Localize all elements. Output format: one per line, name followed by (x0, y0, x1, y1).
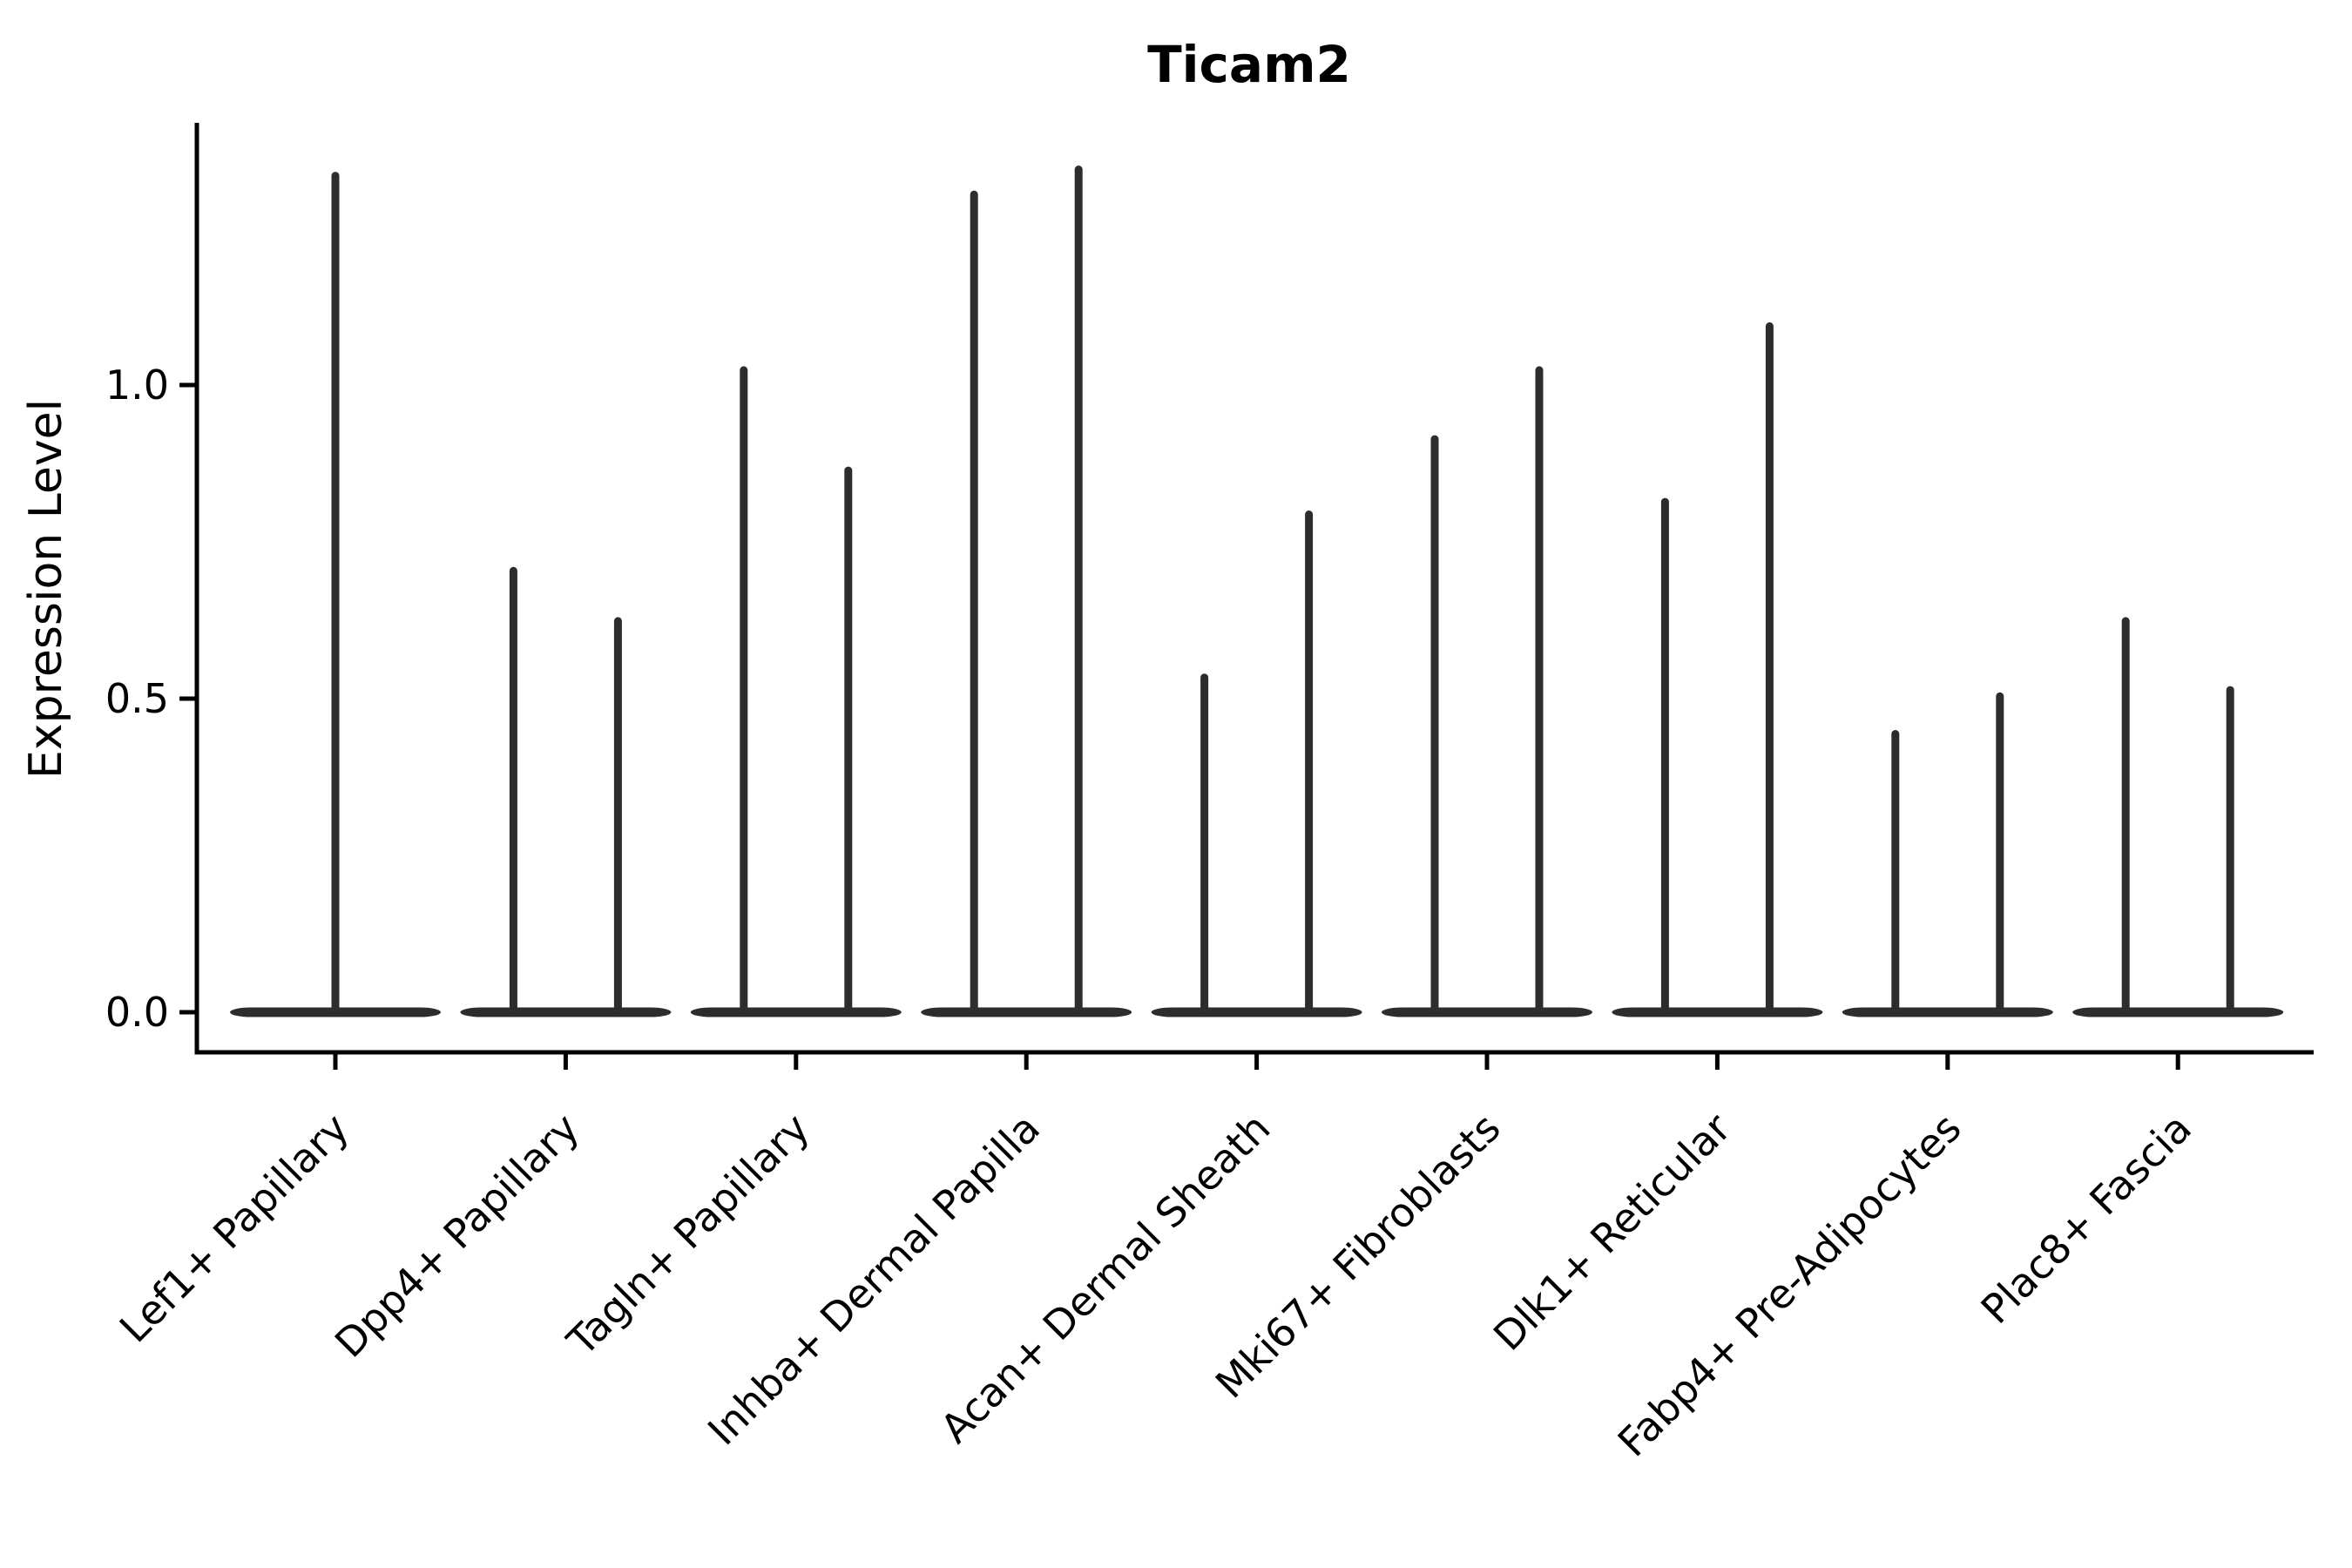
violin-spike (1535, 366, 1544, 1014)
violin-base (460, 1007, 672, 1017)
x-tick-label: Plac8+ Fascia (1972, 1105, 2200, 1333)
x-tick-label: Tagln+ Papillary (558, 1105, 819, 1366)
violin-spike (2226, 686, 2234, 1014)
violin-spike (1200, 673, 1209, 1014)
violin-group (921, 166, 1132, 1017)
x-tick-label: Dpp4+ Papillary (326, 1105, 588, 1367)
violin-spike (740, 366, 748, 1014)
violin-spike (613, 617, 622, 1014)
y-axis-label: Expression Level (20, 399, 72, 779)
y-tick-label: 0.5 (105, 675, 169, 722)
x-tick-label: Lef1+ Papillary (111, 1105, 358, 1352)
violin-base (1842, 1007, 2053, 1017)
violins-layer (230, 166, 2284, 1017)
violin-group (1612, 322, 1823, 1017)
violin-base (921, 1007, 1132, 1017)
violin-base (1612, 1007, 1823, 1017)
violin-base (1151, 1007, 1362, 1017)
violin-spike (1660, 497, 1669, 1014)
violin-spike (844, 466, 853, 1014)
violin-group (1151, 510, 1362, 1017)
chart-title: Ticam2 (1147, 35, 1351, 94)
violin-spike (509, 566, 517, 1014)
violin-base (690, 1007, 902, 1017)
axes-layer (194, 123, 2314, 1055)
violin-base (1382, 1007, 1592, 1017)
violin-group (1382, 366, 1592, 1017)
violin-spike (1074, 166, 1083, 1014)
y-tick-label: 0.0 (105, 989, 169, 1036)
violin-spike (970, 190, 978, 1015)
x-tick-label: Dlk1+ Reticular (1484, 1105, 1740, 1360)
violin-spike (1305, 510, 1314, 1014)
violin-spike (1430, 435, 1439, 1015)
violin-base (2072, 1007, 2284, 1017)
violin-spike (1891, 730, 1900, 1014)
violin-group (2072, 617, 2284, 1017)
y-tick-label: 1.0 (105, 362, 169, 409)
violin-group (690, 366, 902, 1017)
violin-spike (1765, 322, 1774, 1014)
violin-spike (2121, 617, 2130, 1014)
violin-group (460, 566, 672, 1017)
violin-group (230, 172, 441, 1017)
violin-spike (1996, 692, 2004, 1014)
violin-group (1842, 692, 2053, 1017)
violin-spike (331, 172, 340, 1014)
